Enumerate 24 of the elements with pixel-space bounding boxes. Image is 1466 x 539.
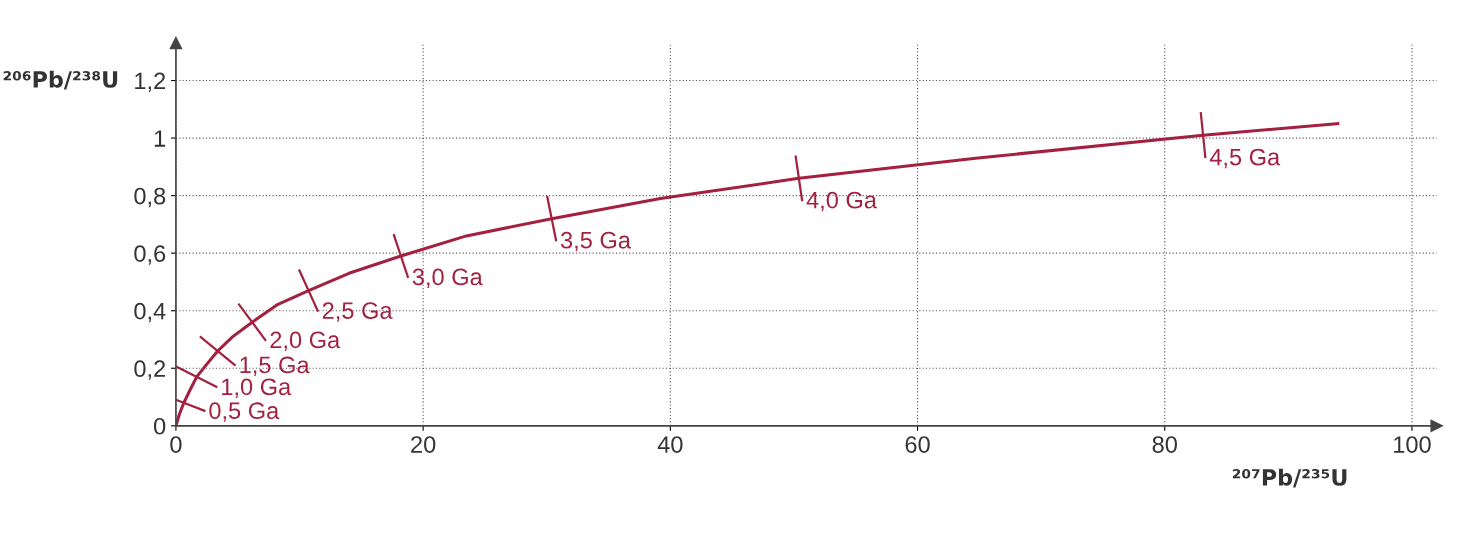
annotation: 1,5 Ga	[240, 356, 310, 377]
y-tick-label: 0,2	[134, 360, 166, 380]
y-axis-title: ²⁰⁶Pb/²³⁸U	[3, 70, 118, 90]
y-tick-label: 1	[154, 130, 166, 147]
x-tick-label: 0	[170, 436, 182, 453]
x-axis-title: ²⁰⁷Pb/²³⁵U	[1232, 468, 1347, 488]
x-tick-label: 40	[657, 436, 683, 453]
y-tick-label: 0,4	[134, 302, 166, 323]
x-tick-label: 100	[1394, 436, 1431, 453]
annotation: 3,0 Ga	[412, 268, 483, 289]
annotation: 2,0 Ga	[270, 331, 341, 352]
annotation: 1,0 Ga	[222, 378, 292, 398]
annotation: 2,5 Ga	[322, 302, 393, 322]
y-tick-label: 0	[153, 417, 166, 435]
annotation: 4,0 Ga	[806, 191, 877, 212]
annotation: 4,5 Ga	[1209, 148, 1281, 169]
annotation: 3,5 Ga	[560, 231, 631, 252]
y-tick-label: 0,8	[134, 187, 166, 208]
annotation: 0,5 Ga	[209, 402, 280, 422]
x-tick-label: 80	[1152, 436, 1177, 453]
x-tick-label: 20	[411, 436, 436, 453]
y-tick-label: 0,6	[134, 245, 166, 265]
x-tick-label: 60	[905, 436, 930, 453]
y-tick-label: 1,2	[135, 72, 166, 93]
